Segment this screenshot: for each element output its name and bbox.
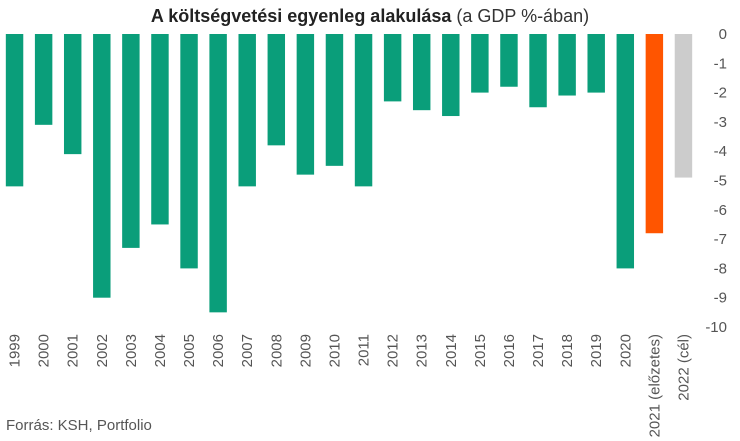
x-tick-label: 2009: [297, 334, 314, 367]
x-tick-label: 2016: [501, 334, 518, 367]
x-tick-label: 2020: [617, 334, 634, 367]
y-tick-label: -5: [714, 173, 727, 190]
bars-group: [5, 34, 693, 313]
bar-20: [587, 34, 605, 93]
y-tick-label: -2: [714, 85, 727, 102]
x-tick-label: 2004: [152, 334, 169, 367]
y-tick-label: -4: [714, 143, 727, 160]
x-tick-label: 2010: [326, 334, 343, 367]
y-tick-label: -3: [714, 114, 727, 131]
x-tick-label: 2008: [268, 334, 285, 367]
bar-15: [442, 34, 460, 117]
x-tick-label: 2015: [472, 334, 489, 367]
y-tick-label: -1: [714, 55, 727, 72]
bar-12: [354, 34, 373, 187]
bar-2: [63, 34, 82, 155]
bar-14: [412, 34, 431, 111]
y-tick-label: -8: [714, 260, 727, 277]
bar-10: [296, 34, 315, 175]
x-tick-label: 2022 (cél): [675, 334, 692, 401]
bar-23: [674, 34, 693, 178]
y-tick-label: -7: [714, 231, 727, 248]
x-tick-label: 2007: [239, 334, 256, 367]
chart-subtitle: (a GDP %-ában): [456, 6, 589, 26]
x-tick-label: 2001: [65, 334, 82, 367]
x-tick-label: 2014: [443, 334, 460, 367]
bar-0: [5, 34, 24, 187]
x-tick-label: 2013: [414, 334, 431, 367]
source-note: Forrás: KSH, Portfolio: [6, 417, 152, 434]
x-tick-label: 2011: [356, 334, 373, 366]
x-tick-label: 2002: [94, 334, 111, 367]
bar-18: [529, 34, 547, 108]
bar-3: [93, 34, 111, 298]
bar-17: [500, 34, 518, 87]
bar-13: [383, 34, 402, 102]
bar-21: [616, 34, 635, 269]
bar-6: [180, 34, 198, 269]
x-tick-label: 2018: [559, 334, 576, 367]
bar-5: [151, 34, 169, 225]
bar-11: [325, 34, 344, 166]
bar-8: [238, 34, 256, 187]
y-tick-label: -10: [705, 319, 727, 336]
y-tick-label: -9: [714, 290, 727, 307]
bar-9: [267, 34, 286, 146]
y-axis: 0 -1 -2 -3 -4 -5 -6 -7 -8 -9 -10: [705, 26, 727, 336]
x-tick-label: 2000: [36, 334, 53, 367]
x-tick-label: 1999: [7, 334, 24, 367]
bar-7: [209, 34, 227, 313]
x-tick-label: 2003: [123, 334, 140, 367]
x-axis: 1999 2000 2001 2002 2003 2004 2005 2006 2007 2008…: [7, 334, 693, 437]
chart-title: A költségvetési egyenleg alakulása (a GDP…: [151, 6, 589, 26]
x-tick-label: 2019: [588, 334, 605, 367]
x-tick-label: 2012: [385, 334, 402, 367]
x-tick-label: 2021 (előzetes): [646, 334, 663, 437]
chart-title-main: A költségvetési egyenleg alakulása: [151, 6, 452, 26]
y-tick-label: -6: [714, 202, 727, 219]
x-tick-label: 2006: [210, 334, 227, 367]
x-tick-label: 2017: [530, 334, 547, 367]
y-tick-label: 0: [719, 26, 727, 43]
bar-22: [645, 34, 664, 234]
bar-4: [122, 34, 140, 248]
x-tick-label: 2005: [181, 334, 198, 367]
bar-1: [34, 34, 53, 125]
bar-19: [558, 34, 576, 96]
bar-16: [471, 34, 489, 93]
